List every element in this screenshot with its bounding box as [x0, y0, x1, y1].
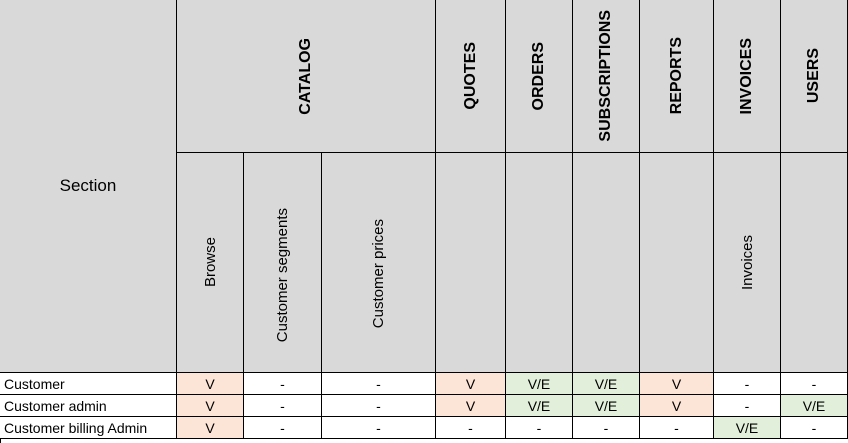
group-label-quotes: QUOTES — [461, 42, 479, 110]
cell-customer-segments: - — [244, 373, 322, 395]
cell-billing-users: - — [781, 417, 848, 439]
group-header-users: USERS — [781, 0, 848, 153]
cell-customer-invoices: - — [714, 373, 781, 395]
cell-customer-orders: V/E — [506, 373, 573, 395]
cell-customer-browse: V — [177, 373, 244, 395]
subheader-invoices: Invoices — [714, 153, 781, 373]
subheader-customer-segments: Customer segments — [244, 153, 322, 373]
group-header-quotes: QUOTES — [436, 0, 506, 153]
group-header-catalog: CATALOG — [177, 0, 436, 153]
subheader-label-browse: Browse — [201, 237, 219, 288]
cell-admin-invoices: - — [714, 395, 781, 417]
cell-admin-segments: - — [244, 395, 322, 417]
row-label-text: Customer admin — [4, 397, 107, 414]
cell-admin-quotes: V — [436, 395, 506, 417]
group-label-reports: REPORTS — [667, 37, 685, 115]
cell-customer-subscriptions: V/E — [573, 373, 640, 395]
row-label-customer: Customer — [0, 373, 177, 395]
cell-billing-subscriptions: - — [573, 417, 640, 439]
subheader-subscriptions — [573, 153, 640, 373]
cell-billing-orders: - — [506, 417, 573, 439]
group-header-subscriptions: SUBSCRIPTIONS — [573, 0, 640, 153]
cell-billing-prices: - — [322, 417, 436, 439]
subheader-orders — [506, 153, 573, 373]
row-label-customer-billing-admin: Customer billing Admin — [0, 417, 177, 439]
cell-admin-browse: V — [177, 395, 244, 417]
group-header-reports: REPORTS — [640, 0, 714, 153]
cell-admin-orders: V/E — [506, 395, 573, 417]
subheader-customer-prices: Customer prices — [322, 153, 436, 373]
subheader-browse: Browse — [177, 153, 244, 373]
cell-admin-subscriptions: V/E — [573, 395, 640, 417]
subheader-reports — [640, 153, 714, 373]
group-label-subscriptions: SUBSCRIPTIONS — [597, 10, 614, 142]
group-header-orders: ORDERS — [506, 0, 573, 153]
subheader-label-invoices: Invoices — [738, 234, 756, 291]
cell-billing-segments: - — [244, 417, 322, 439]
cell-billing-browse: V — [177, 417, 244, 439]
cell-customer-quotes: V — [436, 373, 506, 395]
cell-billing-invoices: V/E — [714, 417, 781, 439]
cell-admin-users: V/E — [781, 395, 848, 417]
row-label-text: Customer — [4, 375, 65, 392]
row-label-customer-admin: Customer admin — [0, 395, 177, 417]
subheader-label-customer-segments: Customer segments — [274, 207, 291, 342]
group-label-invoices: INVOICES — [738, 37, 755, 115]
cell-admin-prices: - — [322, 395, 436, 417]
group-label-catalog: CATALOG — [297, 37, 314, 115]
cell-customer-reports: V — [640, 373, 714, 395]
cell-billing-reports: - — [640, 417, 714, 439]
group-label-orders: ORDERS — [530, 41, 547, 111]
cell-customer-prices: - — [322, 373, 436, 395]
subheader-users — [781, 153, 848, 373]
section-header: Section — [0, 0, 177, 373]
subheader-quotes — [436, 153, 506, 373]
group-header-invoices: INVOICES — [714, 0, 781, 153]
cell-customer-users: - — [781, 373, 848, 395]
cell-admin-reports: V — [640, 395, 714, 417]
section-header-label: Section — [59, 176, 117, 195]
group-label-users: USERS — [805, 48, 822, 104]
cell-billing-quotes: - — [436, 417, 506, 439]
subheader-label-customer-prices: Customer prices — [370, 218, 387, 328]
row-label-text: Customer billing Admin — [4, 419, 148, 436]
